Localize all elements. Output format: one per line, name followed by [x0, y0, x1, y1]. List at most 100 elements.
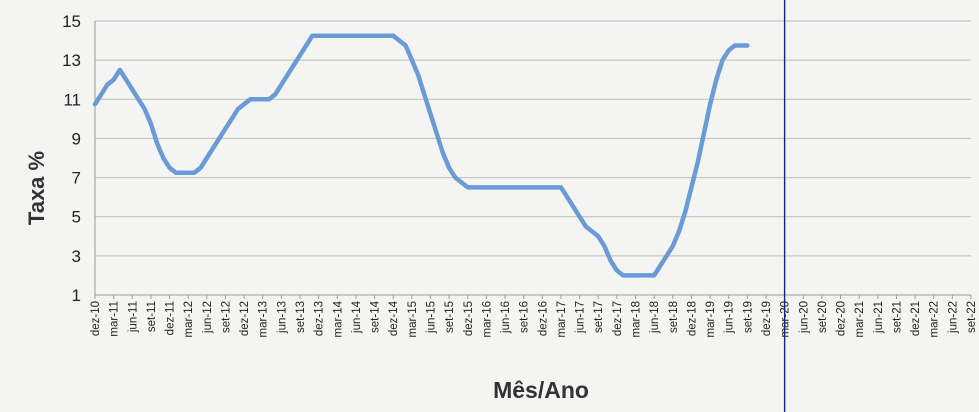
- data-point: [342, 34, 345, 37]
- y-tick-label: 7: [72, 169, 81, 188]
- data-point: [591, 230, 593, 233]
- data-point: [100, 93, 103, 96]
- data-point: [653, 274, 655, 277]
- x-tick-label: set-16: [519, 301, 531, 333]
- data-point: [709, 103, 711, 105]
- x-tick-label: dez-16: [537, 301, 549, 336]
- data-point: [237, 108, 239, 110]
- data-point: [603, 245, 606, 247]
- x-tick-label: dez-10: [90, 301, 102, 336]
- data-point: [361, 34, 363, 37]
- data-point: [435, 132, 438, 135]
- data-point: [392, 34, 395, 37]
- data-point: [379, 34, 382, 37]
- data-point: [168, 166, 171, 169]
- data-point: [671, 245, 674, 247]
- data-point: [293, 64, 295, 66]
- data-point: [317, 34, 320, 37]
- x-tick-labels: dez-10 mar-11 jun-11 set-11 dez-11 mar-12 jun-…: [90, 300, 978, 337]
- x-tick-label: mar-11: [109, 301, 121, 337]
- y-tick-label: 1: [72, 286, 81, 305]
- data-point: [442, 152, 444, 154]
- data-point: [634, 274, 637, 277]
- x-tick-label: mar-12: [183, 301, 195, 337]
- x-axis-label: Mês/Ano: [493, 377, 589, 403]
- data-point: [647, 274, 649, 277]
- x-tick-label: set-22: [966, 301, 978, 333]
- data-point: [516, 186, 519, 189]
- x-tick-label: dez-11: [165, 301, 177, 335]
- data-point: [727, 49, 730, 52]
- x-tick-label: set-14: [370, 300, 382, 333]
- data-point: [156, 142, 158, 145]
- data-point: [585, 225, 587, 228]
- data-point: [131, 88, 134, 91]
- data-point: [268, 98, 270, 101]
- data-point: [597, 235, 600, 238]
- data-point: [324, 34, 326, 37]
- x-tick-label: mar-19: [705, 301, 717, 337]
- y-tick-label: 9: [72, 129, 81, 148]
- data-point: [740, 44, 742, 47]
- data-point: [280, 83, 283, 86]
- data-point: [466, 186, 469, 189]
- x-tick-label: dez-21: [910, 301, 922, 336]
- x-tick-label: set-12: [220, 301, 232, 333]
- data-point: [373, 34, 376, 37]
- data-point: [640, 274, 643, 277]
- x-tick-label: set-15: [444, 301, 456, 333]
- x-tick-label: jun-15: [425, 301, 437, 334]
- y-tick-label: 13: [62, 51, 81, 70]
- data-point: [535, 186, 537, 189]
- series-line: [92, 33, 750, 278]
- data-point: [479, 186, 481, 189]
- x-tick-label: set-11: [146, 301, 158, 332]
- data-point: [541, 186, 544, 189]
- data-point: [336, 34, 339, 37]
- x-tick-label: jun-12: [202, 301, 214, 334]
- data-point: [137, 98, 140, 101]
- data-point: [417, 74, 419, 76]
- data-point: [684, 211, 687, 213]
- x-tick-label: jun-21: [873, 301, 885, 334]
- x-tick-label: mar-20: [780, 301, 792, 337]
- x-tick-label: dez-13: [314, 301, 326, 336]
- data-point: [224, 127, 227, 130]
- data-point: [504, 186, 506, 189]
- data-point: [703, 132, 705, 135]
- x-tick-label: jun-22: [947, 301, 959, 334]
- y-tick-label: 3: [72, 247, 81, 266]
- data-point: [106, 83, 109, 86]
- x-tick-label: dez-18: [686, 301, 698, 336]
- data-point: [355, 34, 357, 37]
- data-point: [734, 44, 736, 47]
- x-tick-label: mar-21: [854, 301, 866, 337]
- data-point: [112, 78, 115, 81]
- data-point: [243, 103, 245, 105]
- data-point: [181, 171, 183, 174]
- data-point: [485, 186, 488, 189]
- data-point: [311, 34, 314, 37]
- y-tick-label: 5: [72, 208, 81, 227]
- x-tick-label: jun-19: [724, 301, 736, 334]
- data-point: [553, 186, 556, 189]
- x-tick-label: jun-11: [127, 301, 139, 333]
- x-tick-label: jun-17: [575, 301, 587, 334]
- y-tick-label: 15: [62, 12, 81, 31]
- data-point: [498, 186, 500, 189]
- data-point: [162, 157, 165, 159]
- data-point: [448, 166, 450, 169]
- data-point: [690, 186, 693, 189]
- data-point: [286, 74, 289, 76]
- data-point: [510, 186, 513, 189]
- data-point: [404, 44, 407, 47]
- y-axis-label: Taxa %: [24, 151, 49, 225]
- data-point: [218, 137, 221, 140]
- x-tick-label: set-17: [593, 301, 605, 333]
- data-point: [125, 78, 127, 81]
- x-tick-label: dez-20: [836, 301, 848, 336]
- data-point: [212, 147, 214, 150]
